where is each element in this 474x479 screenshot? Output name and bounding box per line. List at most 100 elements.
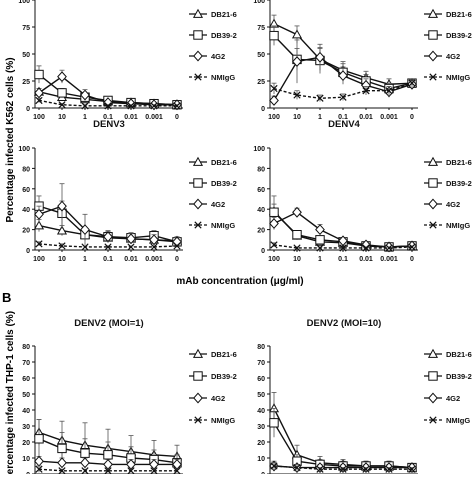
legend-marker-cross bbox=[429, 221, 437, 229]
data-point-diamond bbox=[269, 94, 279, 106]
x-tick-label: 100 bbox=[33, 256, 45, 263]
x-tick-label: 1 bbox=[83, 256, 87, 263]
data-point-cross bbox=[293, 463, 301, 472]
data-point-square bbox=[103, 450, 113, 460]
data-point-square bbox=[80, 448, 90, 458]
y-tick-label: 70 bbox=[22, 360, 30, 367]
data-point-square bbox=[269, 30, 279, 41]
x-tick-label: 0.1 bbox=[338, 114, 348, 121]
x-tick-label: 0 bbox=[175, 114, 179, 121]
legend-label: 4G2 bbox=[211, 200, 225, 209]
y-tick-label: 60 bbox=[22, 187, 30, 194]
legend-label: NMIgG bbox=[211, 73, 235, 82]
data-point-cross bbox=[173, 467, 181, 475]
legend-label: DB39-2 bbox=[446, 31, 472, 40]
y-tick-label: 50 bbox=[22, 52, 30, 59]
legend-label: DB39-2 bbox=[446, 372, 472, 381]
data-point-diamond bbox=[315, 224, 325, 236]
y-tick-label: 75 bbox=[22, 25, 30, 32]
legend-label: NMIgG bbox=[211, 416, 235, 425]
series-4g2 bbox=[34, 455, 182, 470]
x-tick-label: 0.01 bbox=[359, 256, 373, 263]
series-nmigg bbox=[270, 78, 416, 102]
data-point-diamond bbox=[34, 208, 44, 220]
legend-marker-cross bbox=[429, 416, 437, 424]
data-point-cross bbox=[316, 94, 324, 102]
y-tick-label: 20 bbox=[22, 228, 30, 235]
x-tick-label: 100 bbox=[268, 256, 280, 263]
y-axis-label-panel-a: Percentage infected K562 cells (%) bbox=[5, 57, 16, 222]
data-point-cross bbox=[316, 244, 324, 252]
x-tick-label: 0.1 bbox=[103, 114, 113, 121]
data-point-cross bbox=[408, 465, 416, 473]
data-point-cross bbox=[339, 244, 347, 252]
x-tick-label: 0.001 bbox=[380, 256, 398, 263]
legend-label: NMIgG bbox=[211, 221, 235, 230]
y-tick-label: 25 bbox=[22, 79, 30, 86]
data-point-cross bbox=[35, 465, 43, 473]
chart-a4: 0 20 40 60 80 100 100 10 1 0.1 0.01 0.001 0 DENV4 DB21… bbox=[253, 119, 472, 263]
legend-marker-square bbox=[428, 371, 438, 381]
data-point-cross bbox=[316, 465, 324, 473]
legend-label: DB39-2 bbox=[446, 179, 472, 188]
data-point-cross bbox=[408, 79, 416, 87]
legend-label: NMIgG bbox=[446, 73, 470, 82]
legend-marker-diamond bbox=[193, 392, 203, 404]
series-nmigg bbox=[35, 240, 181, 251]
y-tick-label: 80 bbox=[22, 344, 30, 351]
x-tick-label: 1 bbox=[318, 114, 322, 121]
y-tick-label: 0 bbox=[26, 106, 30, 113]
y-tick-label: 50 bbox=[257, 52, 265, 59]
y-tick-label: 40 bbox=[22, 408, 30, 415]
y-tick-label: 80 bbox=[257, 166, 265, 173]
data-point-diamond bbox=[57, 200, 67, 212]
legend-label: DB39-2 bbox=[211, 372, 237, 381]
data-point-cross bbox=[270, 84, 278, 93]
data-point-cross bbox=[35, 96, 43, 105]
chart-title: DENV4 bbox=[328, 119, 360, 130]
data-point-cross bbox=[408, 243, 416, 251]
data-point-diamond bbox=[34, 87, 44, 99]
legend-label: DB39-2 bbox=[211, 31, 237, 40]
y-tick-label: 30 bbox=[22, 424, 30, 431]
y-tick-label: 0 bbox=[261, 248, 265, 255]
data-point-diamond bbox=[338, 235, 348, 247]
y-tick-label: 20 bbox=[257, 228, 265, 235]
x-tick-label: 0.001 bbox=[145, 114, 163, 121]
data-point-diamond bbox=[269, 218, 279, 229]
legend-label: DB21-6 bbox=[446, 158, 472, 167]
x-tick-label: 100 bbox=[33, 114, 45, 121]
data-point-cross bbox=[385, 87, 393, 95]
legend-marker-diamond bbox=[428, 198, 438, 210]
legend-marker-triangle bbox=[192, 156, 204, 166]
x-axis-label-panel-a: mAb concentration (μg/ml) bbox=[176, 276, 303, 287]
legend-marker-diamond bbox=[428, 392, 438, 404]
legend-label: 4G2 bbox=[211, 394, 225, 403]
data-point-cross bbox=[150, 243, 158, 251]
data-point-diamond bbox=[126, 98, 136, 110]
series-nmigg bbox=[270, 462, 416, 473]
legend-label: DB39-2 bbox=[211, 179, 237, 188]
series-4g2 bbox=[34, 183, 182, 248]
y-tick-label: 100 bbox=[18, 0, 30, 5]
data-point-diamond bbox=[292, 206, 302, 218]
y-tick-label: 20 bbox=[22, 440, 30, 447]
y-tick-label: 70 bbox=[257, 360, 265, 367]
data-point-square bbox=[57, 88, 67, 98]
chart-a3: 0 20 40 60 80 100 100 10 1 0.1 0.01 0.001 0 DENV3 DB21… bbox=[18, 119, 237, 263]
y-tick-label: 10 bbox=[257, 456, 265, 463]
y-tick-label: 0 bbox=[26, 248, 30, 255]
chart-b1: 01020304050607080DENV2 (MOI=1)DB21-6DB39… bbox=[22, 318, 237, 479]
data-point-square bbox=[34, 69, 44, 80]
data-point-cross bbox=[104, 467, 112, 475]
data-point-cross bbox=[339, 465, 347, 473]
data-point-triangle bbox=[33, 220, 45, 230]
y-tick-label: 20 bbox=[257, 440, 265, 447]
y-tick-label: 25 bbox=[257, 79, 265, 86]
chart-title: DENV3 bbox=[93, 119, 125, 130]
y-tick-label: 50 bbox=[22, 392, 30, 399]
legend-label: 4G2 bbox=[446, 394, 460, 403]
data-point-square bbox=[269, 418, 279, 428]
